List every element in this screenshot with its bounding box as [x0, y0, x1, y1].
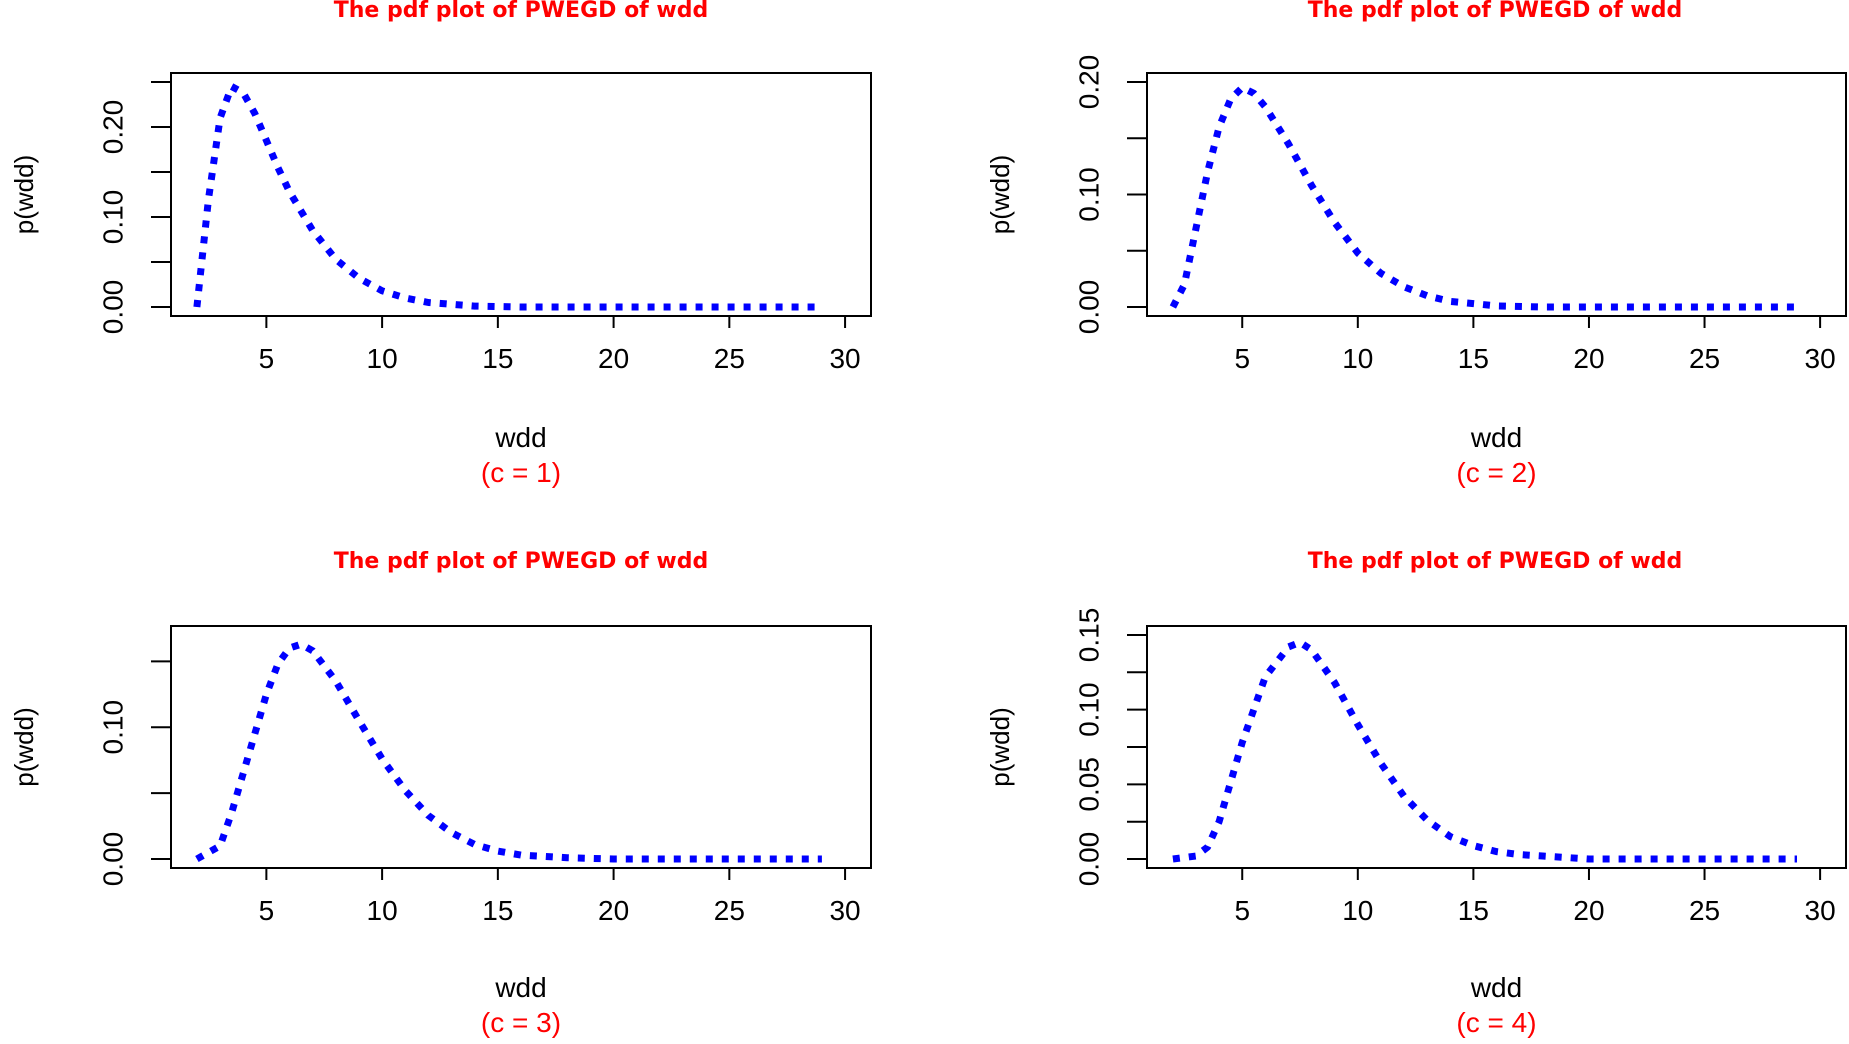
chart-panel-3: The pdf plot of PWEGD of wdd 5 10 15 20 25 30 0… — [9, 549, 872, 1038]
chart-panel-1: The pdf plot of PWEGD of wdd 5 10 15 20 25 30 0… — [9, 0, 872, 488]
chart-title: The pdf plot of PWEGD of wdd — [1308, 0, 1682, 23]
x-tick-label: 20 — [1573, 895, 1604, 926]
chart-caption: (c = 2) — [1456, 457, 1536, 488]
x-tick-label: 15 — [482, 895, 513, 926]
x-tick-label: 25 — [714, 343, 745, 374]
x-tick-label: 5 — [1234, 895, 1250, 926]
y-axis-label: p(wdd) — [9, 707, 39, 786]
x-tick-label: 5 — [1234, 343, 1250, 374]
y-tick-label: 0.10 — [1074, 167, 1105, 222]
y-axis-label: p(wdd) — [985, 155, 1015, 234]
y-tick-label: 0.00 — [1074, 832, 1105, 887]
x-tick-label: 5 — [259, 895, 275, 926]
x-tick-label: 15 — [1458, 343, 1489, 374]
x-tick-label: 15 — [1458, 895, 1489, 926]
chart-caption: (c = 4) — [1456, 1007, 1536, 1038]
series-line — [195, 640, 822, 863]
x-tick-label: 25 — [714, 895, 745, 926]
x-tick-label: 15 — [482, 343, 513, 374]
chart-title: The pdf plot of PWEGD of wdd — [1308, 549, 1682, 574]
y-tick-label: 0.10 — [98, 190, 129, 245]
y-tick-label: 0.05 — [1074, 757, 1105, 812]
x-axis-label: wdd — [1470, 972, 1522, 1003]
y-tick-label: 0.15 — [1074, 608, 1105, 663]
x-tick-label: 20 — [598, 343, 629, 374]
chart-panel-2: The pdf plot of PWEGD of wdd 5 10 15 20 25 30 0… — [985, 0, 1847, 488]
chart-panel-4: The pdf plot of PWEGD of wdd 5 10 15 20 25 30 0… — [985, 549, 1847, 1038]
plot-frame — [1146, 625, 1847, 869]
x-tick-label: 10 — [1342, 895, 1373, 926]
x-tick-label: 20 — [1573, 343, 1604, 374]
chart-title: The pdf plot of PWEGD of wdd — [334, 549, 708, 574]
series-line — [1169, 84, 1797, 311]
x-axis-label: wdd — [494, 422, 546, 453]
x-tick-label: 10 — [1342, 343, 1373, 374]
x-tick-label: 30 — [1805, 343, 1836, 374]
x-tick-label: 20 — [598, 895, 629, 926]
y-tick-label: 0.20 — [1074, 55, 1105, 110]
x-axis-label: wdd — [494, 972, 546, 1003]
chart-caption: (c = 3) — [481, 1007, 561, 1038]
y-axis-label: p(wdd) — [985, 707, 1015, 786]
y-axis-label: p(wdd) — [9, 155, 39, 234]
x-tick-label: 5 — [259, 343, 275, 374]
y-tick-label: 0.00 — [98, 280, 129, 335]
x-axis-label: wdd — [1470, 422, 1522, 453]
x-tick-label: 30 — [829, 343, 860, 374]
x-tick-label: 10 — [367, 895, 398, 926]
x-tick-label: 30 — [1805, 895, 1836, 926]
y-tick-label: 0.10 — [1074, 682, 1105, 737]
x-tick-label: 10 — [367, 343, 398, 374]
plot-frame — [170, 72, 872, 317]
plot-frame — [1146, 72, 1847, 317]
series-line — [193, 83, 822, 311]
y-tick-label: 0.20 — [98, 100, 129, 155]
chart-title: The pdf plot of PWEGD of wdd — [334, 0, 708, 23]
x-tick-label: 25 — [1689, 343, 1720, 374]
plot-frame — [170, 625, 872, 869]
x-tick-label: 25 — [1689, 895, 1720, 926]
chart-caption: (c = 1) — [481, 457, 561, 488]
y-tick-label: 0.00 — [98, 832, 129, 887]
y-tick-label: 0.00 — [1074, 280, 1105, 335]
y-tick-label: 0.10 — [98, 700, 129, 755]
x-tick-label: 30 — [829, 895, 860, 926]
